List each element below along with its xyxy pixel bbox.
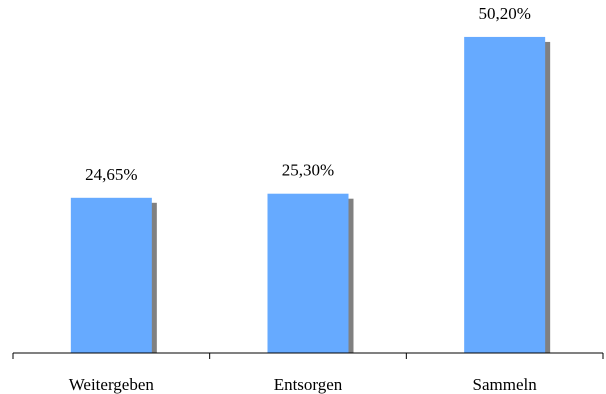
- category-label-weitergeben: Weitergeben: [69, 375, 155, 394]
- bar-weitergeben: [70, 197, 152, 353]
- bars: [70, 36, 546, 353]
- category-labels: Weitergeben Entsorgen Sammeln: [69, 375, 538, 394]
- data-label-weitergeben: 24,65%: [85, 165, 137, 184]
- data-label-entsorgen: 25,30%: [282, 161, 334, 180]
- data-labels: 24,65% 25,30% 50,20%: [85, 4, 531, 184]
- bar-entsorgen: [267, 193, 349, 353]
- bar-sammeln: [464, 36, 546, 353]
- category-label-entsorgen: Entsorgen: [274, 375, 343, 394]
- x-axis-ticks: [12, 353, 604, 359]
- category-label-sammeln: Sammeln: [473, 375, 538, 394]
- data-label-sammeln: 50,20%: [478, 4, 530, 23]
